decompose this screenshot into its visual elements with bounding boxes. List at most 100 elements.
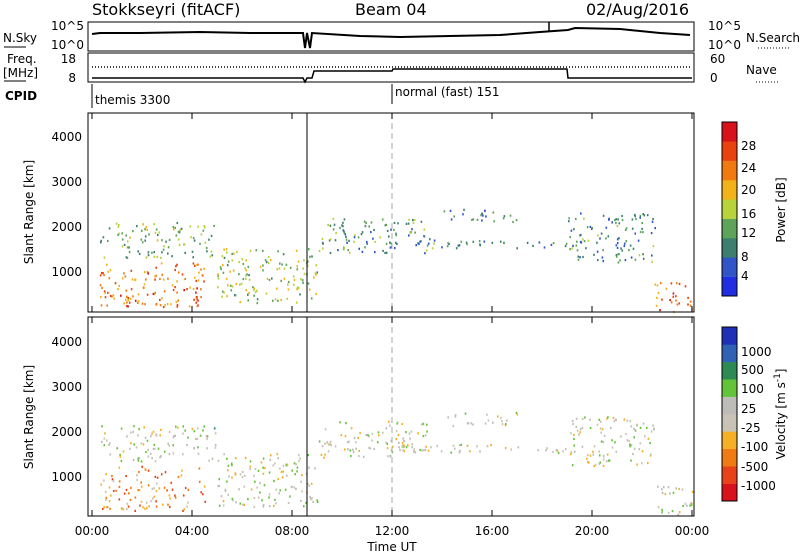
scatter-cell [242, 503, 244, 506]
scatter-cell [143, 286, 145, 289]
scatter-cell [264, 259, 267, 262]
scatter-cell [639, 230, 642, 234]
scatter-cell [299, 293, 301, 296]
scatter-cell [202, 229, 205, 232]
scatter-cell [405, 446, 408, 449]
scatter-cell [661, 298, 663, 301]
scatter-cell [239, 301, 242, 304]
scatter-cell [172, 436, 175, 439]
scatter-cell [401, 444, 404, 447]
scatter-cell [385, 251, 388, 254]
scatter-cell [150, 500, 152, 503]
scatter-cell [300, 278, 302, 281]
scatter-cell [223, 256, 226, 259]
scatter-cell [197, 446, 199, 449]
scatter-cell [617, 253, 619, 256]
power-cbar-tick-8: 8 [741, 250, 749, 264]
scatter-cell [326, 441, 328, 444]
scatter-cell [282, 470, 284, 473]
scatter-cell [133, 443, 135, 446]
scatter-cell [274, 498, 276, 501]
scatter-cell [580, 212, 582, 215]
scatter-cell [581, 417, 584, 421]
scatter-cell [275, 502, 277, 505]
scatter-cell [208, 459, 210, 462]
scatter-cell [203, 267, 205, 270]
scatter-cell [279, 467, 281, 470]
scatter-cell [324, 442, 326, 445]
scatter-cell [138, 252, 141, 255]
scatter-cell [294, 473, 296, 476]
scatter-cell [219, 266, 222, 269]
scatter-cell [203, 485, 206, 488]
scatter-cell [253, 496, 256, 500]
scatter-cell [250, 488, 253, 491]
scatter-cell [355, 441, 357, 444]
scatter-cell [155, 505, 158, 508]
scatter-cell [226, 295, 228, 298]
scatter-cell [672, 292, 675, 295]
scatter-cell [347, 448, 349, 451]
scatter-cell [661, 491, 664, 495]
scatter-cell [502, 217, 505, 220]
scatter-cell [347, 441, 349, 444]
scatter-cell [277, 299, 279, 302]
scatter-cell [140, 500, 143, 503]
scatter-cell [365, 433, 368, 437]
scatter-cell [593, 445, 596, 448]
scatter-cell [116, 447, 118, 450]
scatter-cell [656, 296, 658, 299]
scatter-cell [153, 495, 156, 498]
scatter-cell [156, 476, 159, 479]
scatter-cell [661, 511, 663, 514]
scatter-cell [118, 466, 121, 469]
scatter-cell [309, 255, 311, 258]
scatter-cell [450, 218, 453, 221]
scatter-cell [486, 445, 489, 448]
scatter-cell [266, 277, 269, 280]
scatter-cell [243, 503, 246, 506]
scatter-cell [151, 432, 153, 435]
scatter-cell [152, 497, 154, 500]
scatter-cell [433, 239, 436, 242]
scatter-cell [389, 455, 391, 458]
scatter-cell [257, 469, 260, 472]
scatter-cell [403, 444, 405, 447]
scatter-cell [329, 238, 332, 241]
scatter-cell [130, 288, 133, 291]
scatter-cell [289, 266, 292, 269]
scatter-cell [623, 242, 626, 245]
scatter-cell [621, 214, 623, 218]
scatter-cell [575, 425, 578, 428]
scatter-cell [222, 500, 225, 503]
scatter-cell [259, 491, 261, 494]
scatter-cell [652, 424, 654, 427]
scatter-cell [321, 237, 324, 240]
scatter-cell [263, 484, 266, 487]
scatter-cell [389, 424, 391, 427]
scatter-cell [220, 495, 223, 498]
scatter-cell [598, 418, 600, 421]
scatter-cell [378, 434, 380, 437]
velocity-cbar-tick-25: 25 [741, 402, 756, 416]
scatter-cell [137, 250, 139, 253]
scatter-cell [641, 221, 643, 225]
scatter-cell [152, 292, 155, 296]
scatter-cell [463, 208, 465, 211]
scatter-cell [310, 482, 313, 485]
scatter-cell [284, 488, 287, 491]
scatter-cell [123, 302, 125, 305]
scatter-cell [249, 460, 252, 463]
scatter-cell [145, 451, 147, 454]
scatter-cell [308, 248, 310, 251]
scatter-cell [454, 447, 456, 450]
scatter-cell [257, 496, 260, 499]
scatter-cell [200, 491, 202, 494]
scatter-cell [262, 472, 265, 475]
scatter-cell [677, 513, 680, 516]
scatter-cell [324, 428, 327, 431]
scatter-cell [277, 250, 279, 253]
scatter-cell [464, 412, 467, 415]
scatter-cell [652, 245, 655, 248]
scatter-cell [332, 228, 335, 231]
